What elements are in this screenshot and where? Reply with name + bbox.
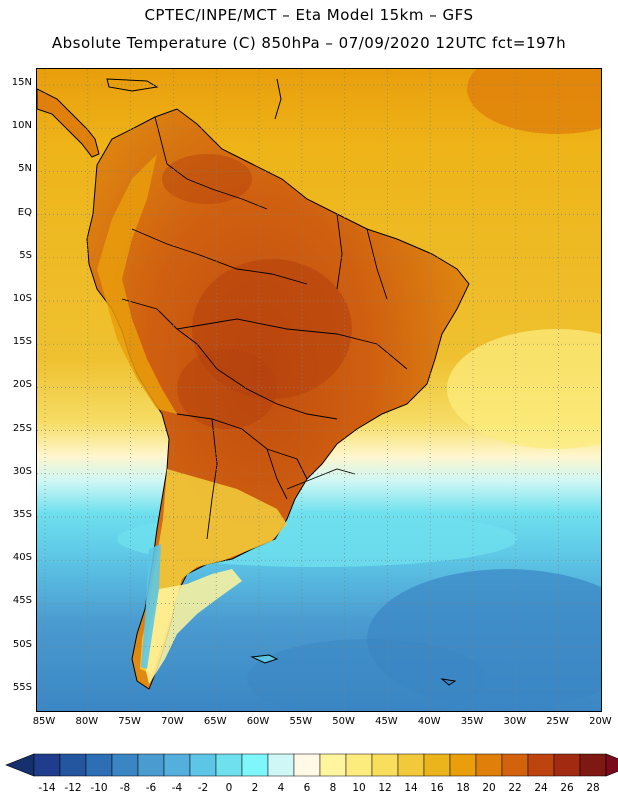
latitude-label: 15N <box>11 77 32 88</box>
colorbar-label: 10 <box>352 782 366 794</box>
colorbar-underflow <box>5 753 35 777</box>
longitude-label: 75W <box>118 716 141 727</box>
colorbar-swatch <box>475 753 503 777</box>
longitude-label: 85W <box>32 716 56 727</box>
colorbar-swatch <box>215 753 243 777</box>
colorbar-label: -6 <box>145 782 157 794</box>
colorbar-label: 8 <box>329 782 337 794</box>
colorbar-swatch <box>111 753 139 777</box>
colorbar <box>0 748 618 800</box>
longitude-label: 20W <box>589 716 612 727</box>
graticule <box>37 69 601 711</box>
latitude-label: 35S <box>12 509 32 520</box>
latitude-label: 5N <box>18 163 32 175</box>
latitude-label: 20S <box>12 379 32 391</box>
colorbar-label: 22 <box>508 782 522 794</box>
colorbar-label: 4 <box>277 782 285 794</box>
latitude-label: EQ <box>17 206 32 218</box>
temperature-map <box>36 68 602 712</box>
colorbar-swatch <box>137 753 165 777</box>
falkland-islands <box>250 654 279 664</box>
colorbar-swatch <box>59 753 87 777</box>
colorbar-swatch <box>85 753 113 777</box>
pale-band-atlantic <box>447 329 601 449</box>
colorbar-swatch <box>33 753 61 777</box>
hot-core-venezuela <box>162 154 252 204</box>
colorbar-label: 28 <box>586 782 600 794</box>
andes-north-warm <box>97 154 177 414</box>
colorbar-label: 20 <box>482 782 496 794</box>
colorbar-swatch <box>527 753 555 777</box>
colorbar-swatch <box>449 753 477 777</box>
colorbar-label: 14 <box>404 782 418 794</box>
colorbar-label: -8 <box>119 782 131 794</box>
latitude-label: 30S <box>12 465 32 477</box>
colorbar-swatch <box>553 753 581 777</box>
longitude-label: 25W <box>546 716 569 727</box>
latitude-label: 15S <box>12 336 32 348</box>
longitude-label: 65W <box>203 716 227 727</box>
colorbar-label: 16 <box>430 782 444 794</box>
latitude-label: 10S <box>12 293 32 304</box>
colder-patch-south <box>247 639 487 711</box>
colorbar-swatch <box>371 753 399 777</box>
colorbar-swatch <box>163 753 191 777</box>
south-georgia <box>440 678 457 686</box>
country-borders <box>121 116 408 540</box>
longitude-label: 50W <box>332 716 355 727</box>
andes-cold-strip <box>141 544 161 669</box>
longitude-label: 55W <box>289 716 313 727</box>
colorbar-label: 24 <box>534 782 548 794</box>
patagonia-cold <box>143 569 242 684</box>
colorbar-overflow <box>605 753 618 777</box>
colorbar-label: 18 <box>456 782 470 794</box>
caribbean-islands <box>106 78 159 92</box>
latitude-label: 45S <box>12 595 32 607</box>
longitude-label: 35W <box>460 716 484 727</box>
latitude-label: 40S <box>12 552 32 564</box>
lesser-antilles <box>274 78 282 120</box>
colorbar-label: 2 <box>251 782 259 794</box>
central-america <box>37 88 100 158</box>
latitude-label: 10N <box>11 120 32 132</box>
warm-patch-northeast <box>467 69 601 134</box>
colorbar-swatch <box>423 753 451 777</box>
colorbar-label: 26 <box>560 782 574 794</box>
colorbar-swatch <box>397 753 425 777</box>
colorbar-label: -14 <box>38 782 56 794</box>
colorbar-swatch <box>293 753 321 777</box>
colorbar-label: -10 <box>90 782 108 794</box>
colorbar-swatch <box>345 753 373 777</box>
colorbar-swatch <box>319 753 347 777</box>
longitude-label: 40W <box>417 716 441 727</box>
longitude-label: 70W <box>161 716 184 727</box>
title-line-2: Absolute Temperature (C) 850hPa – 07/09/… <box>51 34 567 52</box>
colorbar-label: 0 <box>225 782 233 794</box>
title-line-1: CPTEC/INPE/MCT – Eta Model 15km – GFS <box>144 6 474 24</box>
longitude-label: 45W <box>375 716 398 727</box>
colorbar-swatch <box>501 753 529 777</box>
latitude-label: 50S <box>12 638 32 650</box>
colorbar-label: -12 <box>64 782 82 794</box>
colorbar-label: -2 <box>197 782 209 794</box>
colorbar-label: 6 <box>303 782 311 794</box>
hot-core-central <box>177 349 277 429</box>
colorbar-swatch <box>241 753 269 777</box>
colorbar-label: 12 <box>378 782 392 794</box>
latitude-label: 5S <box>19 249 32 261</box>
longitude-label: 30W <box>503 716 527 727</box>
latitude-label: 25S <box>12 422 32 434</box>
colorbar-swatch <box>189 753 217 777</box>
southern-cone-cool <box>140 469 287 674</box>
latitude-label: 55S <box>12 681 32 693</box>
colorbar-swatch <box>267 753 295 777</box>
colorbar-swatch <box>579 753 607 777</box>
colorbar-label: -4 <box>171 782 183 794</box>
longitude-label: 80W <box>75 716 99 727</box>
longitude-label: 60W <box>246 716 270 727</box>
